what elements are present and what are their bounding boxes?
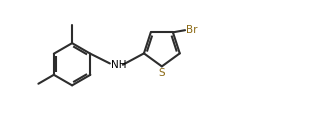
Text: Br: Br <box>186 25 198 35</box>
Text: NH: NH <box>111 60 127 70</box>
Text: S: S <box>158 68 165 78</box>
